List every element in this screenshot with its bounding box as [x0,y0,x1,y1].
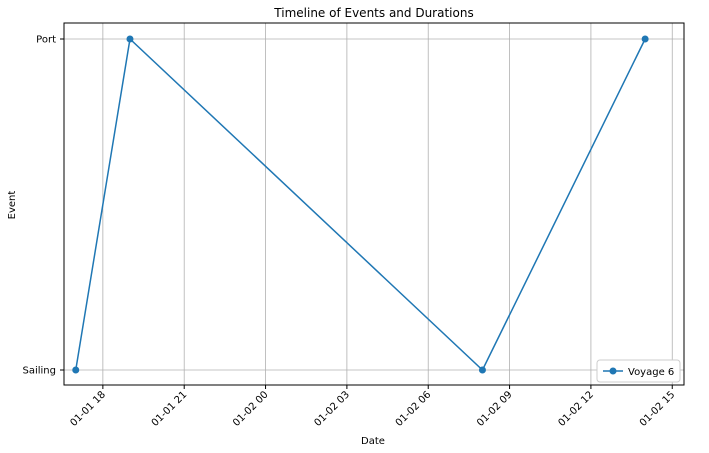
series-line [75,37,646,372]
series-layer [72,35,649,374]
data-point [72,366,80,374]
y-tick-label: Sailing [23,366,57,377]
legend-box [596,359,681,383]
legend: Voyage 6 [596,359,681,383]
x-axis-label: Date [361,436,385,447]
grid-lines [64,23,684,385]
data-point [641,35,649,43]
legend-marker [609,367,617,375]
legend-label: Voyage 6 [628,367,674,378]
data-point [478,366,486,374]
data-point [126,35,134,43]
y-axis-label: Event [7,191,18,220]
plot-area [63,22,685,386]
chart-title: Timeline of Events and Durations [273,6,473,20]
y-axis: Sailing Port [23,35,64,377]
y-tick-label: Port [36,35,56,46]
